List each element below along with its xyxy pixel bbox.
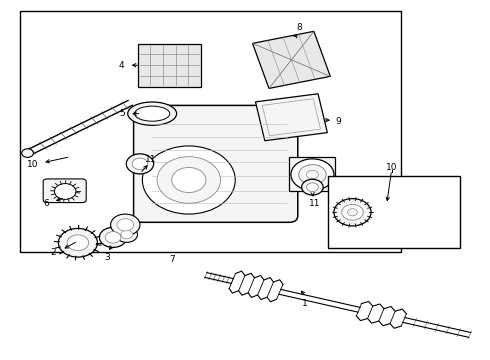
Text: 4: 4 xyxy=(119,61,124,70)
Bar xyxy=(138,44,201,87)
Text: 3: 3 xyxy=(104,253,110,262)
Circle shape xyxy=(334,199,371,226)
Circle shape xyxy=(143,146,235,214)
FancyBboxPatch shape xyxy=(43,179,86,203)
Bar xyxy=(328,176,460,248)
Circle shape xyxy=(157,157,220,203)
Bar xyxy=(20,12,401,252)
Circle shape xyxy=(22,149,33,157)
Text: 5: 5 xyxy=(120,109,125,118)
Circle shape xyxy=(117,219,134,231)
Polygon shape xyxy=(252,31,330,89)
Circle shape xyxy=(299,165,326,185)
Circle shape xyxy=(67,235,89,251)
Circle shape xyxy=(58,228,98,257)
Text: 10: 10 xyxy=(386,163,397,172)
Circle shape xyxy=(307,170,318,179)
Circle shape xyxy=(291,159,334,190)
Circle shape xyxy=(302,179,323,195)
Circle shape xyxy=(132,158,148,170)
Circle shape xyxy=(99,227,127,247)
Ellipse shape xyxy=(128,102,176,125)
Text: 7: 7 xyxy=(169,256,174,265)
Circle shape xyxy=(172,167,206,193)
Text: 11: 11 xyxy=(146,155,157,164)
Circle shape xyxy=(54,184,76,199)
Bar xyxy=(289,157,335,192)
Circle shape xyxy=(111,214,140,235)
Circle shape xyxy=(342,204,363,220)
Text: 10: 10 xyxy=(26,161,38,170)
Polygon shape xyxy=(255,94,327,141)
FancyBboxPatch shape xyxy=(134,105,298,222)
Circle shape xyxy=(105,231,121,243)
Ellipse shape xyxy=(135,106,170,121)
Text: 11: 11 xyxy=(309,199,320,208)
Circle shape xyxy=(347,209,357,216)
Text: 9: 9 xyxy=(335,117,341,126)
Text: 2: 2 xyxy=(50,248,56,257)
Circle shape xyxy=(307,183,318,192)
Text: 6: 6 xyxy=(43,199,49,208)
Circle shape xyxy=(116,226,138,242)
Text: 1: 1 xyxy=(302,299,308,308)
Circle shape xyxy=(126,154,154,174)
Text: 8: 8 xyxy=(296,23,302,32)
Circle shape xyxy=(121,230,133,239)
